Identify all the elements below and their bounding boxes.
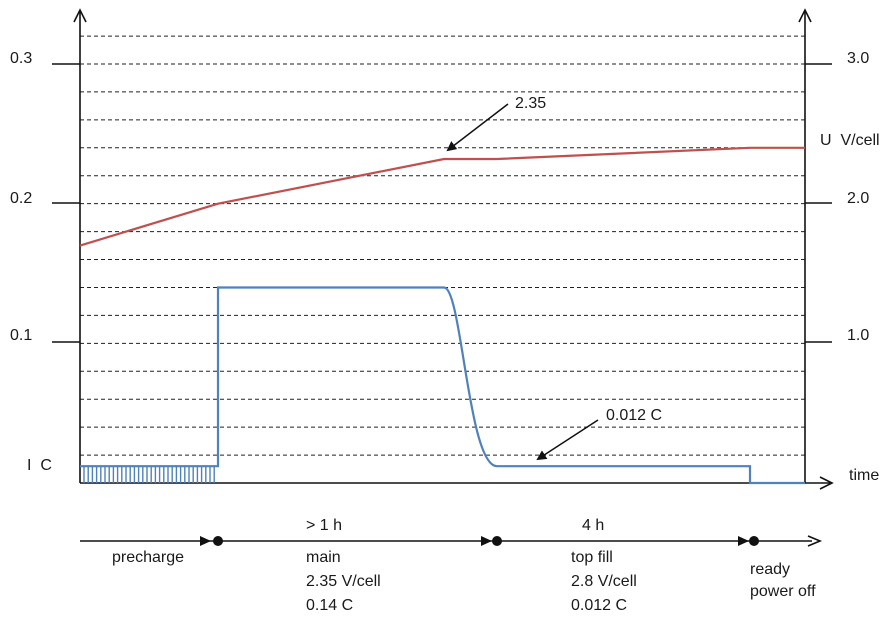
timeline-marker-top-fill <box>481 536 502 546</box>
phase-label-precharge: precharge <box>112 549 184 566</box>
voltage-series-line <box>80 148 805 246</box>
left-axis-label: I C <box>27 457 52 474</box>
phase-label-main: main <box>306 549 341 566</box>
voltage-annotation-arrow <box>448 104 508 150</box>
precharge-pulse-comb <box>84 466 214 483</box>
phase-label-ready: ready <box>750 561 790 578</box>
phase-detail-top-fill-voltage: 2.8 V/cell <box>571 573 637 590</box>
phase-detail-main-current: 0.14 C <box>306 597 353 614</box>
phase-detail-top-fill-current: 0.012 C <box>571 597 627 614</box>
current-annotation-label: 0.012 C <box>606 407 662 424</box>
current-series-line <box>80 288 805 484</box>
grid-lines <box>80 36 805 455</box>
right-axis-label: U V/cell <box>820 132 880 149</box>
phase-duration-top-fill: 4 h <box>582 517 604 534</box>
phase-duration-main: > 1 h <box>306 517 342 534</box>
right-tick-label: 1.0 <box>847 327 869 344</box>
phase-detail-main-voltage: 2.35 V/cell <box>306 573 381 590</box>
right-tick-label: 2.0 <box>847 190 869 207</box>
left-tick-label: 0.1 <box>10 327 32 344</box>
x-axis-label: time <box>849 467 879 484</box>
voltage-annotation-label: 2.35 <box>515 95 546 112</box>
current-annotation-arrow <box>538 420 598 459</box>
left-tick-label: 0.3 <box>10 50 32 67</box>
left-tick-label: 0.2 <box>10 190 32 207</box>
phase-label-top-fill: top fill <box>571 549 613 566</box>
right-tick-label: 3.0 <box>847 50 869 67</box>
timeline-marker-ready <box>738 536 759 546</box>
phase-detail-ready: power off <box>750 583 816 600</box>
